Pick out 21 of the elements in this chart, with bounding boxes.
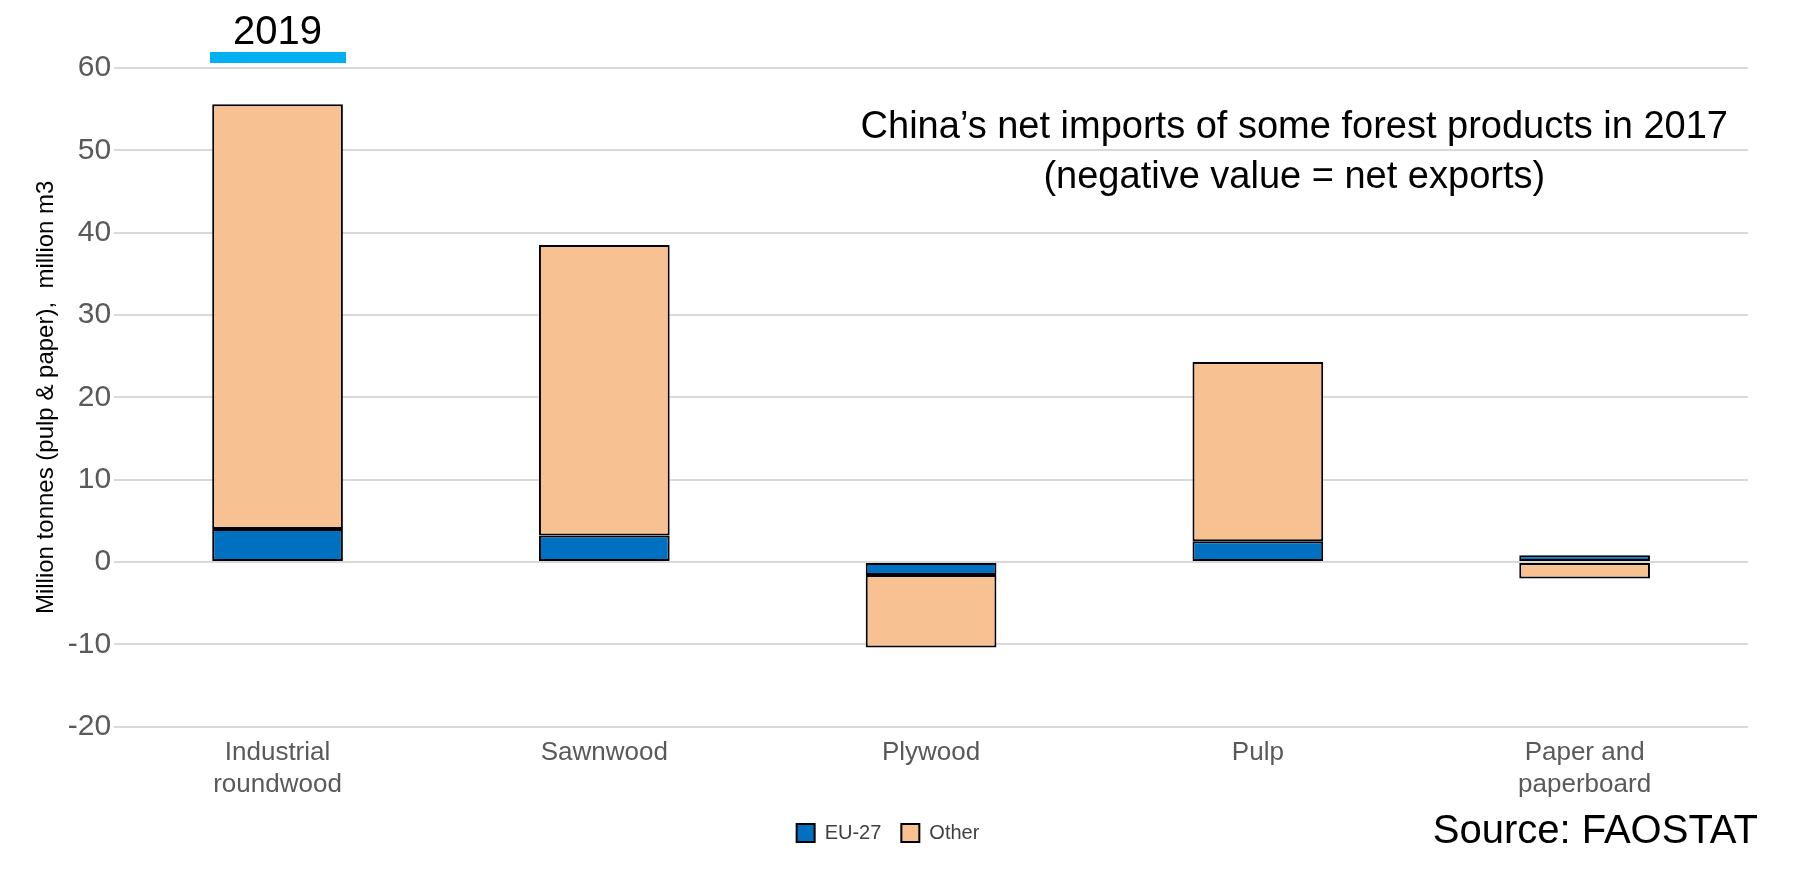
y-tick-label: 30 — [77, 296, 112, 330]
y-tick-label: 10 — [77, 460, 112, 494]
text: China’s net imports of some forest products in 2017 — [860, 104, 1728, 146]
y-tick-label: 20 — [77, 378, 112, 412]
y-tick-label: 50 — [77, 131, 112, 165]
x-tick-label: Pulp — [1231, 736, 1284, 767]
legend-label: Other — [929, 820, 980, 843]
y-tick-label: 60 — [77, 49, 112, 83]
text: (negative value = net exports) — [1043, 154, 1546, 196]
text: 2019 — [233, 8, 323, 52]
x-tick-label: Sawnwood — [540, 736, 668, 767]
legend-label: EU-27 — [824, 820, 882, 843]
x-tick-label: Plywood — [881, 736, 981, 767]
y-tick-label: 0 — [94, 543, 112, 577]
y-tick-label: -10 — [67, 625, 112, 659]
source-note: Source: FAOSTAT — [1432, 807, 1758, 851]
y-tick-label: 40 — [77, 213, 112, 247]
y-axis-title: Million tonnes (pulp & paper), million m3 — [31, 180, 59, 615]
y-tick-label: -20 — [67, 707, 112, 741]
x-tick-label: Paper and paperboard — [1518, 736, 1652, 798]
x-tick-label: Industrial roundwood — [213, 736, 342, 798]
